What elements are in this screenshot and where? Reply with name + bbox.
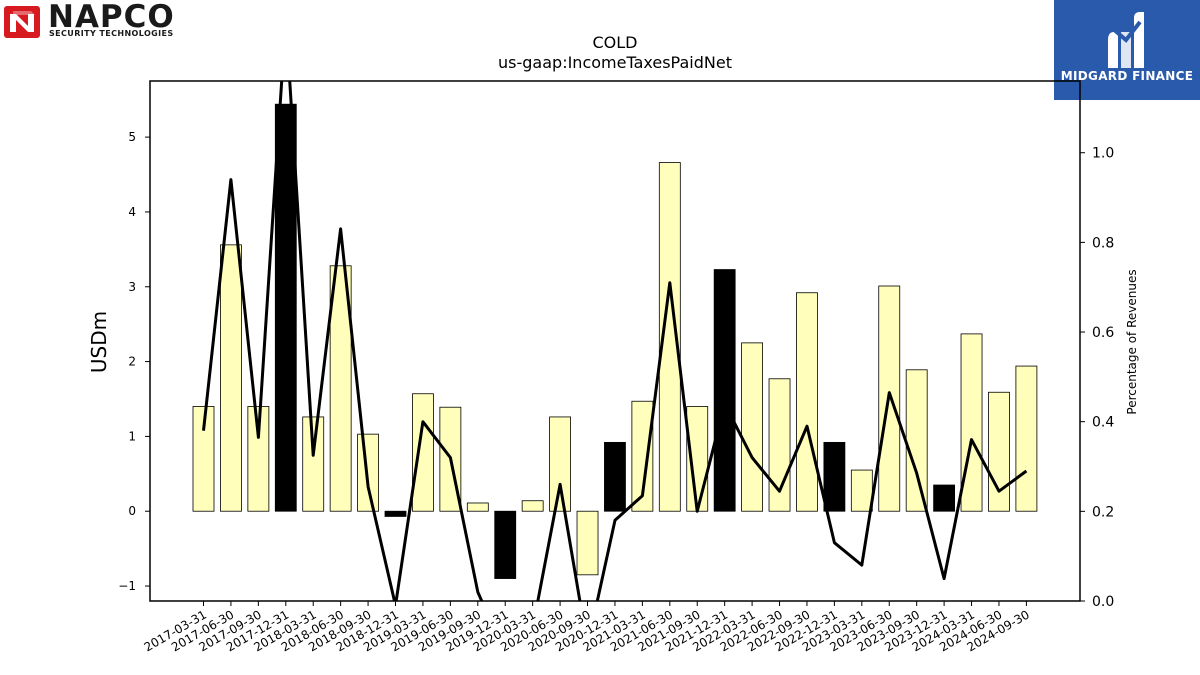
bar [796, 292, 818, 512]
napco-logo-tagline: SECURITY TECHNOLOGIES [49, 29, 174, 38]
line-series [202, 81, 1028, 601]
y-tick-label: 3 [128, 280, 136, 294]
bar [302, 416, 325, 512]
bar [466, 502, 489, 512]
bar [658, 162, 681, 512]
napco-logo-mark-icon [4, 6, 40, 38]
chart-title: COLD [593, 33, 638, 52]
x-axis: 2017-03-312017-06-302017-09-302017-12-31… [142, 601, 1032, 654]
bar [905, 369, 928, 512]
bar [741, 342, 763, 512]
bar [576, 510, 599, 576]
bar [192, 406, 215, 512]
y-axis: −1 0 1 2 3 4 5 [118, 130, 150, 593]
bar [933, 484, 956, 512]
bar [631, 400, 654, 512]
y-tick-label: 0 [128, 504, 136, 518]
y2-tick-label: 0.0 [1092, 594, 1114, 610]
y2-axis: 0.0 0.2 0.4 0.6 0.8 1.0 [1080, 146, 1114, 610]
y-tick-label: 1 [128, 429, 136, 443]
bar [604, 441, 626, 512]
bar [494, 510, 517, 579]
bar [988, 391, 1010, 512]
y2-tick-label: 0.4 [1092, 415, 1114, 431]
napco-logo: NAPCO SECURITY TECHNOLOGIES [4, 0, 209, 40]
y2-tick-label: 0.6 [1092, 325, 1114, 341]
y-tick-label: 2 [128, 355, 136, 369]
bar [274, 103, 297, 512]
y-tick-label: 4 [128, 205, 136, 219]
midgard-finance-wordmark: MIDGARD FINANCE [1060, 69, 1194, 83]
bar [850, 469, 873, 512]
y2-tick-label: 0.8 [1092, 235, 1114, 251]
bar [521, 500, 544, 512]
bar [247, 406, 270, 512]
bar [823, 441, 846, 512]
napco-n-icon [10, 11, 35, 32]
midgard-finance-logo: MIDGARD FINANCE [1054, 0, 1200, 100]
y2-tick-label: 1.0 [1092, 146, 1114, 162]
y-tick-label: −1 [118, 579, 136, 593]
pct-revenue-line [202, 81, 1028, 601]
bar [960, 333, 983, 512]
bar-series [192, 103, 1038, 579]
bar [713, 269, 736, 512]
bar [329, 265, 352, 512]
bar [412, 393, 434, 512]
chart-subtitle: us-gaap:IncomeTaxesPaidNet [498, 53, 732, 72]
bar [549, 416, 571, 512]
y-tick-label: 5 [128, 130, 136, 144]
bar [220, 244, 242, 512]
napco-logo-wordmark: NAPCO [48, 0, 175, 35]
y-axis-label: USDm [87, 311, 111, 373]
y2-tick-label: 0.2 [1092, 504, 1114, 520]
bar [384, 510, 407, 517]
bar [1015, 365, 1038, 512]
midgard-m-icon [1108, 12, 1144, 68]
y2-axis-label: Percentage of Revenues [1125, 269, 1139, 414]
